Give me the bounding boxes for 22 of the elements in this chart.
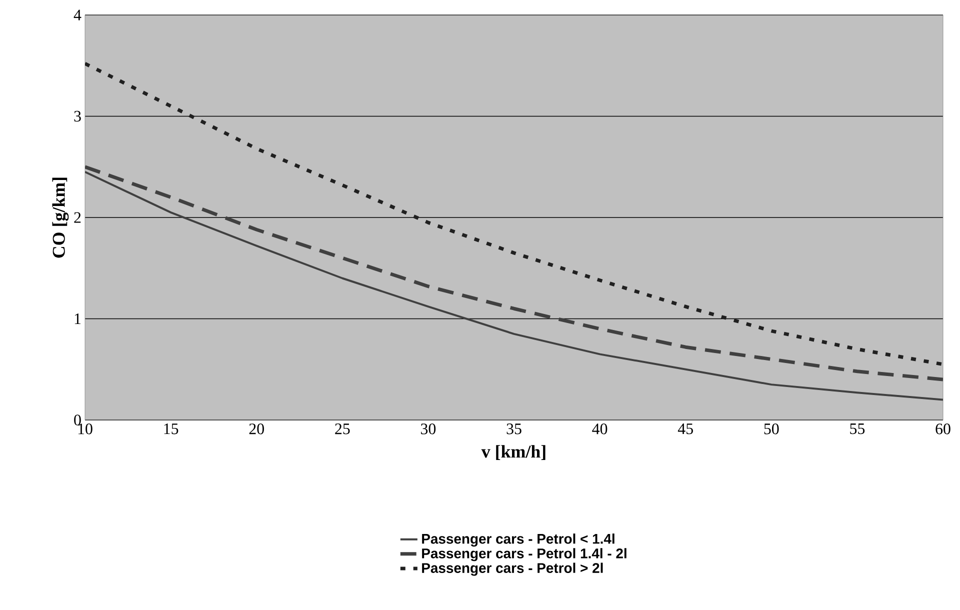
x-tick-label: 40	[592, 424, 608, 434]
x-tick-label: 20	[249, 424, 264, 434]
x-tick-label: 35	[506, 424, 522, 434]
y-tick-label: 2	[74, 212, 81, 223]
line-series	[85, 62, 944, 366]
x-tick-label: 60	[936, 424, 950, 434]
x-axis-title: v [km/h]	[481, 445, 546, 460]
x-tick-label: 30	[421, 424, 436, 434]
x-tick-label: 25	[335, 424, 350, 434]
y-axis-title: CO [g/km]	[52, 178, 69, 258]
y-tick-label: 1	[74, 313, 81, 324]
x-tick-label: 50	[764, 424, 779, 434]
x-tick-label: 10	[78, 424, 92, 434]
x-tick-label: 45	[678, 424, 693, 434]
x-tick-label: 15	[164, 424, 178, 434]
y-tick-label: 0	[74, 414, 81, 426]
legend-label: Passenger cars - Petrol < 1.4l	[422, 534, 614, 547]
legend-label: Passenger cars - Petrol > 2l	[422, 562, 603, 576]
y-tick-label: 4	[74, 10, 82, 20]
x-tick-label: 55	[850, 424, 865, 434]
y-tick-label: 3	[74, 110, 81, 122]
legend-label: Passenger cars - Petrol 1.4l - 2l	[422, 548, 626, 562]
